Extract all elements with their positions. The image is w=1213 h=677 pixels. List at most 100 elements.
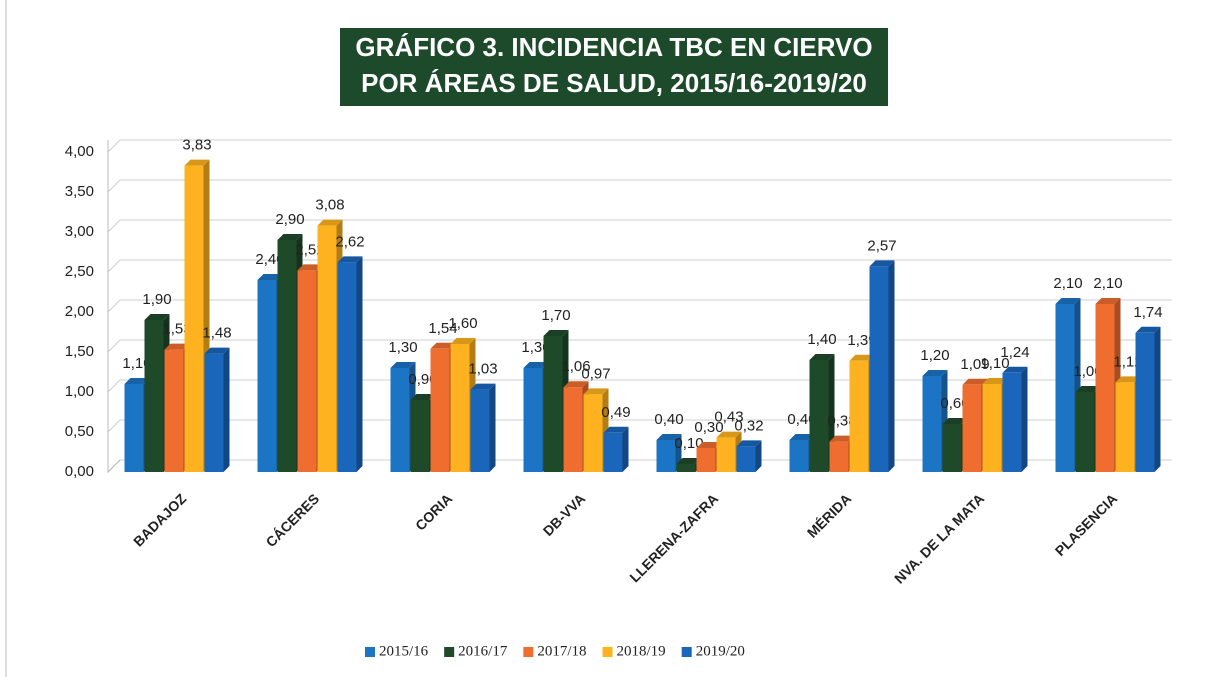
bar [789,440,809,472]
grid-line [107,179,1172,193]
bar [1075,392,1095,472]
grid-line [107,339,1172,353]
bar-top [942,418,968,424]
data-label: 1,03 [468,361,497,378]
bar-top [809,354,835,360]
bar [1135,332,1155,472]
y-tick-label: 0,50 [65,423,94,440]
legend-swatch [681,647,692,657]
data-label: 1,20 [920,347,949,364]
bar-top [982,378,1008,384]
y-tick-label: 1,00 [65,383,94,400]
data-label: 2,40 [255,251,284,268]
bar [1095,304,1115,472]
bar-top [922,370,948,376]
bar [849,360,869,472]
bar [563,387,583,472]
data-label: 1,12 [1113,353,1142,370]
data-label: 1,70 [541,307,570,324]
legend-swatch [602,647,613,657]
data-label: 1,60 [448,315,477,332]
bar-top [696,442,722,448]
bar-top [297,264,323,271]
bar-top [1095,298,1121,304]
bar [204,353,224,472]
y-tick-label: 2,50 [65,263,94,280]
bar [257,280,277,472]
data-label: 1,74 [1133,304,1162,321]
bar [942,424,962,472]
data-label: 0,38 [827,413,856,430]
bar [656,440,676,472]
data-label: 1,00 [1073,363,1102,380]
bar [543,336,563,472]
bar-top [849,354,875,361]
bar-side [489,383,496,472]
bar [869,266,889,472]
bar-top [164,343,190,350]
legend-label: 2015/16 [379,643,429,659]
data-label: 0,30 [694,419,723,436]
data-label: 0,40 [654,411,683,428]
bar [430,348,450,472]
bar [829,441,849,472]
y-tick-label: 1,50 [65,343,94,360]
y-tick-label: 3,00 [65,223,94,240]
bar-side [755,440,762,472]
data-label: 3,83 [182,137,211,154]
grid-line [107,299,1172,313]
legend-swatch [523,647,534,657]
bar [676,464,696,472]
data-label: 1,09 [960,356,989,373]
bar-top [563,381,589,388]
bar [696,448,716,472]
bar-top [829,435,855,442]
bar [982,384,1002,472]
bar-top [144,314,170,320]
data-label: 2,10 [1053,275,1082,292]
bar-top [257,274,283,280]
bar-top [736,440,762,447]
chart-title: GRÁFICO 3. INCIDENCIA TBC EN CIERVO [355,32,872,62]
bar-top [1075,386,1101,392]
data-label: 0,32 [734,417,763,434]
bar-top [390,362,416,368]
data-label: 1,30 [388,339,417,356]
bar-side [622,426,629,472]
axis-line [107,140,121,474]
bar-top [204,347,230,354]
bar-side [223,347,230,472]
bar-top [1115,376,1141,383]
bar [337,262,357,472]
bar [1002,372,1022,472]
data-label: 0,90 [408,371,437,388]
bar-top [317,219,343,226]
bar [124,384,144,472]
bar [583,394,603,472]
bar [297,270,317,472]
bar-top [470,383,496,390]
bar-top [603,426,629,433]
bar-top [583,388,609,395]
bar [184,165,204,472]
bar [164,349,184,472]
bar [1115,382,1135,472]
bar-top [543,330,569,336]
data-label: 1,90 [142,291,171,308]
bar [410,400,430,472]
data-label: 3,08 [315,197,344,214]
bar-top [656,434,682,440]
data-label: 2,52 [295,241,324,258]
data-label: 1,39 [847,332,876,349]
chart-title: POR ÁREAS DE SALUD, 2015/16-2019/20 [361,68,867,98]
bar-top [869,260,895,267]
legend-swatch [365,647,375,657]
data-label: 2,10 [1093,275,1122,292]
bar-top [962,378,988,385]
bar-top [789,434,815,440]
bar-top [184,159,210,166]
bar-top [676,458,702,464]
grid-line [107,219,1172,233]
data-label: 2,90 [275,211,304,228]
